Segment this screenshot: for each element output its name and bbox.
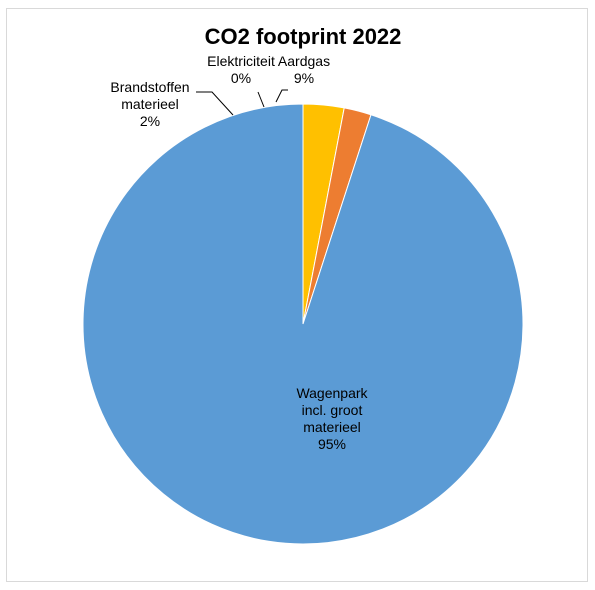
slice-name-line: materieel	[121, 96, 179, 112]
slice-label-aardgas: Aardgas 9%	[278, 53, 330, 86]
pie-slice-wagenpark-incl-groot-materieel	[82, 103, 524, 545]
slice-name-line: Wagenpark	[296, 385, 368, 401]
slice-name-line: Aardgas	[278, 53, 330, 69]
slice-label-brandstoffen-materieel: Brandstoffen materieel 2%	[110, 79, 189, 129]
slice-percent-wagenpark-incl-groot-materieel: 95%	[318, 436, 346, 452]
slice-name-line: Brandstoffen	[110, 79, 189, 95]
slice-labels: Wagenpark incl. groot materieel 95%Brandsto…	[110, 53, 368, 452]
leader-lines	[196, 89, 288, 116]
slice-label-wagenpark-incl-groot-materieel: Wagenpark incl. groot materieel 95%	[296, 385, 368, 452]
slice-name-line: incl. groot	[302, 402, 363, 418]
leader-line-aardgas	[275, 89, 288, 103]
chart-title: CO2 footprint 2022	[205, 24, 402, 49]
slice-percent-aardgas: 9%	[294, 70, 314, 86]
slice-name-line: Elektriciteit	[207, 53, 275, 69]
leader-line-brandstoffen-materieel	[196, 91, 234, 116]
slice-name-line: materieel	[303, 419, 361, 435]
pie-slices	[82, 103, 524, 545]
slice-label-elektriciteit: Elektriciteit 0%	[207, 53, 275, 86]
leader-line-elektriciteit	[257, 91, 265, 108]
slice-percent-brandstoffen-materieel: 2%	[140, 113, 160, 129]
slice-percent-elektriciteit: 0%	[231, 70, 251, 86]
